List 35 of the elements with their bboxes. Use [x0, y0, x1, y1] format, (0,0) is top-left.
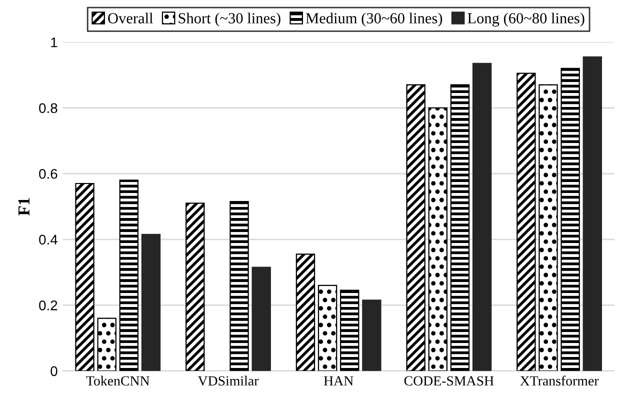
y-tick-label: 0.6	[39, 168, 58, 179]
bar	[318, 284, 338, 371]
y-axis-title: F1	[18, 198, 30, 216]
x-tick-label: HAN	[324, 376, 354, 386]
legend-label: Overall	[108, 12, 153, 24]
bar	[406, 84, 426, 371]
bar	[450, 84, 470, 371]
legend-label: Long (60~80 lines)	[468, 12, 584, 27]
bar	[186, 202, 205, 371]
bar	[252, 266, 271, 371]
bar	[296, 254, 316, 371]
bar	[141, 234, 161, 371]
bar	[119, 180, 139, 371]
bar	[516, 72, 536, 371]
y-tick-label: 0.4	[39, 234, 58, 245]
bar	[538, 84, 558, 371]
legend-label: Short (~30 lines)	[178, 12, 280, 27]
x-tick-label: XTransformer	[520, 376, 599, 386]
bar	[472, 62, 492, 371]
y-tick-label: 0.8	[39, 103, 58, 114]
y-tick-label: 0.2	[39, 300, 58, 310]
bar	[560, 68, 580, 371]
bar	[230, 201, 249, 371]
y-tick-label: 0	[50, 366, 58, 376]
bar	[362, 300, 382, 371]
bar	[582, 56, 602, 371]
bar	[75, 182, 94, 371]
bar	[428, 107, 448, 371]
bar	[340, 290, 360, 371]
legend-label: Medium (30~60 lines)	[306, 12, 442, 27]
x-tick-label: TokenCNN	[86, 376, 150, 386]
x-tick-label: VDSimilar	[198, 376, 259, 386]
y-tick-label: 1	[51, 38, 58, 48]
bar	[97, 318, 116, 371]
x-tick-label: CODE-SMASH	[404, 376, 494, 386]
